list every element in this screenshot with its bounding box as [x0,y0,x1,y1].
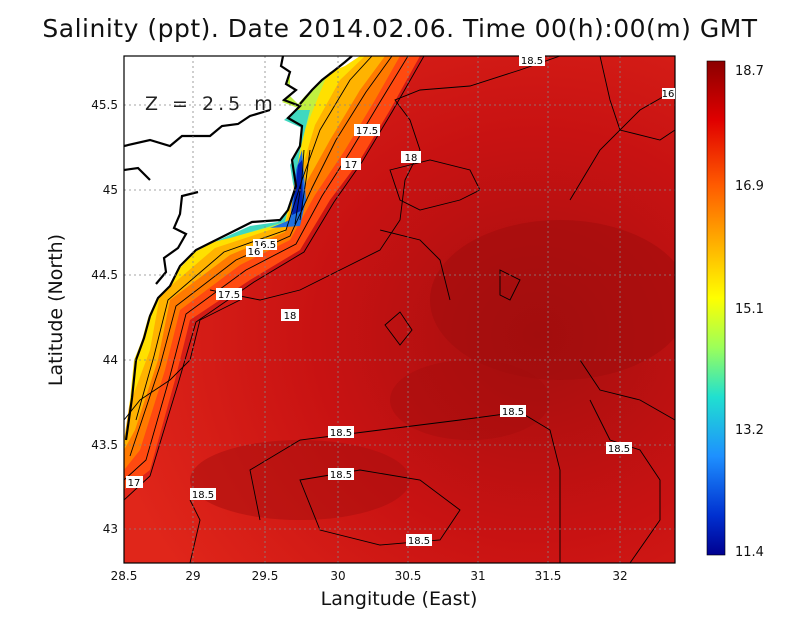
svg-text:18: 18 [284,311,297,322]
contour-label: 16 [662,88,675,100]
y-tick-label: 43.5 [91,438,118,452]
land-mass [124,56,360,440]
x-tick-label: 29.5 [252,569,279,583]
y-tick-label: 44 [103,353,118,367]
contour-label: 18 [401,151,421,164]
svg-text:17: 17 [128,478,141,489]
colorbar-label: 13.2 [735,423,764,438]
colorbar [706,60,726,556]
svg-text:18.5: 18.5 [192,490,214,501]
svg-text:18.5: 18.5 [330,428,352,439]
contour-labels: 18.5 16 17.5 18 17 16.5 16 17.5 18 18.5 … [126,55,675,547]
contour-label: 18 [281,309,299,322]
x-tick-label: 31 [470,569,485,583]
y-tick-labels: 43 43.5 44 44.5 45 45.5 [91,98,118,536]
svg-text:16: 16 [248,247,261,258]
contour-label: 17 [341,158,361,171]
x-tick-label: 28.5 [111,569,138,583]
contour-lines [124,56,675,563]
contour-label: 16 [246,246,263,258]
contour-label: 18.5 [190,488,216,501]
colorbar-label: 15.1 [735,302,764,317]
svg-text:17: 17 [345,160,358,171]
svg-text:16.5: 16.5 [254,240,276,251]
contour-label: 17.5 [354,124,380,137]
svg-text:17.5: 17.5 [356,126,378,137]
svg-text:18.5: 18.5 [330,470,352,481]
x-tick-label: 31.5 [535,569,562,583]
y-tick-label: 45.5 [91,98,118,112]
svg-text:18: 18 [405,153,418,164]
x-tick-label: 29 [185,569,200,583]
contour-label: 17.5 [216,288,242,301]
colorbar-labels: 18.7 16.9 15.1 13.2 11.4 [735,64,764,560]
x-axis-label: Langitude (East) [320,588,478,610]
contour-label: 18.5 [328,468,354,481]
contour-label: 18.5 [606,442,632,455]
contour-label: 18.5 [500,405,526,418]
y-tick-label: 44.5 [91,268,118,282]
plot-frame [123,55,676,564]
coastline [124,56,353,441]
colorbar-label: 18.7 [735,64,764,79]
contour-label: 18.5 [406,534,432,547]
contour-label: 17 [126,476,143,489]
svg-text:18.5: 18.5 [608,444,630,455]
svg-text:17.5: 17.5 [218,290,240,301]
y-tick-label: 43 [103,522,118,536]
colorbar-label: 11.4 [735,545,764,560]
svg-text:16: 16 [662,89,675,100]
depth-label: Z = 2.5 m [145,93,277,115]
y-tick-label: 45 [103,183,118,197]
contour-label: 18.5 [519,55,545,67]
contour-label: 16.5 [253,239,277,251]
svg-text:18.5: 18.5 [521,56,543,67]
colorbar-label: 16.9 [735,179,764,194]
svg-text:18.5: 18.5 [408,536,430,547]
svg-text:18.5: 18.5 [502,407,524,418]
contour-label: 18.5 [328,426,354,439]
x-tick-labels: 28.5 29 29.5 30 30.5 31 31.5 32 [111,569,628,583]
x-tick-label: 30 [330,569,345,583]
map-title: Salinity (ppt). Date 2014.02.06. Time 00… [42,14,758,43]
x-tick-label: 32 [612,569,627,583]
grid-lines [124,56,675,563]
x-tick-label: 30.5 [395,569,422,583]
